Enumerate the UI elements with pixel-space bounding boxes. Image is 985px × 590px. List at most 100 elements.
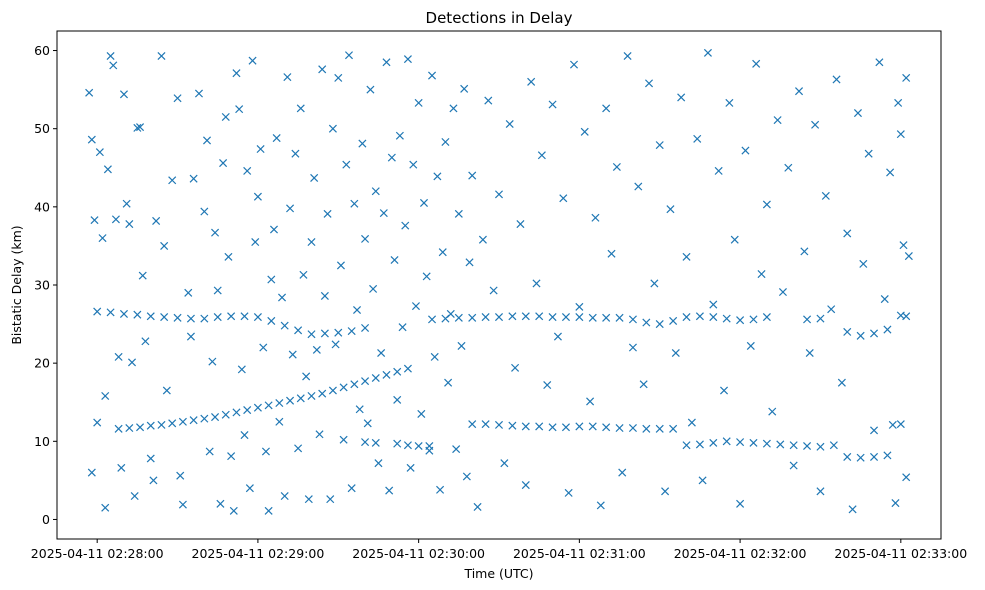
marker-track-10km-20 [870, 452, 879, 461]
plot-area [56, 30, 942, 540]
marker-track-10km-3 [403, 441, 412, 450]
marker-track-12km-16 [888, 420, 897, 429]
marker-clutter-163 [602, 104, 611, 113]
marker-clutter-119 [417, 409, 426, 418]
marker-clutter-3 [93, 418, 102, 427]
marker-clutter-217 [891, 499, 900, 508]
marker-clutter-71 [288, 350, 297, 359]
marker-clutter-125 [433, 172, 442, 181]
marker-clutter-134 [457, 341, 466, 350]
marker-track-12km-17 [896, 420, 905, 429]
marker-track-rising-3 [146, 421, 155, 430]
marker-clutter-209 [848, 505, 857, 514]
marker-clutter-74 [296, 104, 305, 113]
marker-track-26km-4 [146, 312, 155, 321]
marker-clutter-106 [382, 58, 391, 67]
marker-clutter-208 [843, 229, 852, 238]
marker-track-12km-10 [602, 423, 611, 432]
marker-clutter-118 [414, 98, 423, 107]
marker-clutter-53 [240, 431, 249, 440]
marker-clutter-86 [328, 124, 337, 133]
marker-clutter-107 [385, 486, 394, 495]
marker-clutter-88 [334, 73, 343, 82]
marker-clutter-185 [719, 386, 729, 395]
marker-clutter-38 [200, 207, 209, 216]
marker-clutter-127 [438, 248, 447, 257]
marker-track-rising-10 [221, 410, 230, 419]
marker-clutter-139 [473, 502, 482, 511]
marker-clutter-94 [350, 199, 359, 208]
marker-clutter-67 [277, 293, 287, 302]
marker-track-26km-7 [186, 314, 195, 323]
marker-track-rising-17 [296, 394, 305, 403]
marker-clutter-201 [805, 348, 814, 358]
marker-clutter-4 [87, 468, 96, 477]
marker-clutter-152 [543, 381, 552, 390]
marker-track-10km-14 [789, 441, 798, 450]
marker-clutter-10 [106, 51, 115, 61]
marker-track-26km-17 [320, 329, 329, 338]
y-tick-label-2: 20 [34, 356, 50, 371]
marker-track-rising-13 [253, 403, 262, 412]
y-tick-label-4: 40 [34, 199, 50, 214]
marker-track-10km-18 [843, 452, 852, 461]
marker-clutter-93 [347, 484, 356, 493]
marker-track-rising-25 [382, 370, 391, 379]
y-axis: 0 10 20 30 40 50 60 [34, 43, 57, 527]
marker-clutter-222 [896, 130, 905, 139]
marker-track-rising-5 [168, 419, 177, 428]
marker-clutter-184 [714, 166, 723, 175]
marker-clutter-108 [387, 153, 396, 162]
marker-track-26km-35 [615, 313, 624, 322]
marker-clutter-144 [500, 459, 509, 468]
marker-clutter-33 [178, 500, 187, 509]
marker-clutter-141 [484, 96, 493, 105]
marker-clutter-24 [146, 454, 155, 463]
marker-clutter-180 [693, 134, 702, 143]
marker-clutter-181 [698, 476, 707, 485]
marker-clutter-87 [331, 340, 340, 349]
marker-track-26km-51 [870, 329, 879, 338]
marker-track-10km-8 [709, 438, 718, 447]
marker-track-10km-19 [856, 453, 865, 462]
marker-clutter-0 [85, 88, 94, 97]
marker-track-26km-11 [240, 312, 249, 321]
marker-track-26km-31 [561, 313, 570, 322]
marker-track-26km-19 [347, 327, 356, 336]
marker-clutter-142 [489, 286, 498, 295]
marker-clutter-212 [864, 149, 873, 158]
marker-clutter-101 [369, 284, 378, 293]
marker-clutter-123 [428, 71, 437, 80]
marker-track-rising-6 [178, 417, 187, 426]
marker-track-26km-10 [227, 312, 236, 321]
marker-clutter-109 [390, 255, 399, 265]
marker-track-26km-32 [575, 313, 584, 322]
marker-clutter-22 [138, 271, 147, 280]
marker-clutter-65 [272, 134, 281, 143]
marker-track-rising-0 [114, 424, 123, 433]
marker-clutter-15 [119, 90, 128, 99]
marker-track-rising-11 [232, 408, 241, 417]
marker-clutter-155 [559, 194, 568, 203]
marker-clutter-66 [275, 417, 284, 426]
marker-clutter-131 [449, 104, 458, 113]
marker-clutter-157 [569, 60, 579, 69]
y-tick-label-0: 0 [42, 512, 50, 527]
marker-clutter-167 [623, 51, 632, 61]
marker-clutter-115 [406, 463, 415, 472]
marker-clutter-158 [575, 302, 584, 311]
marker-clutter-178 [682, 252, 691, 261]
marker-clutter-8 [101, 503, 110, 512]
marker-clutter-30 [168, 176, 177, 185]
marker-track-26km-54 [902, 312, 911, 321]
marker-track-10km-7 [695, 440, 704, 449]
marker-clutter-36 [189, 174, 198, 183]
marker-clutter-32 [176, 471, 185, 480]
marker-clutter-169 [634, 182, 643, 191]
marker-clutter-168 [628, 343, 637, 352]
marker-clutter-154 [553, 332, 562, 341]
marker-clutter-103 [374, 459, 383, 468]
marker-track-26km-52 [883, 325, 892, 334]
marker-clutter-189 [741, 146, 750, 155]
marker-track-26km-27 [508, 312, 517, 321]
